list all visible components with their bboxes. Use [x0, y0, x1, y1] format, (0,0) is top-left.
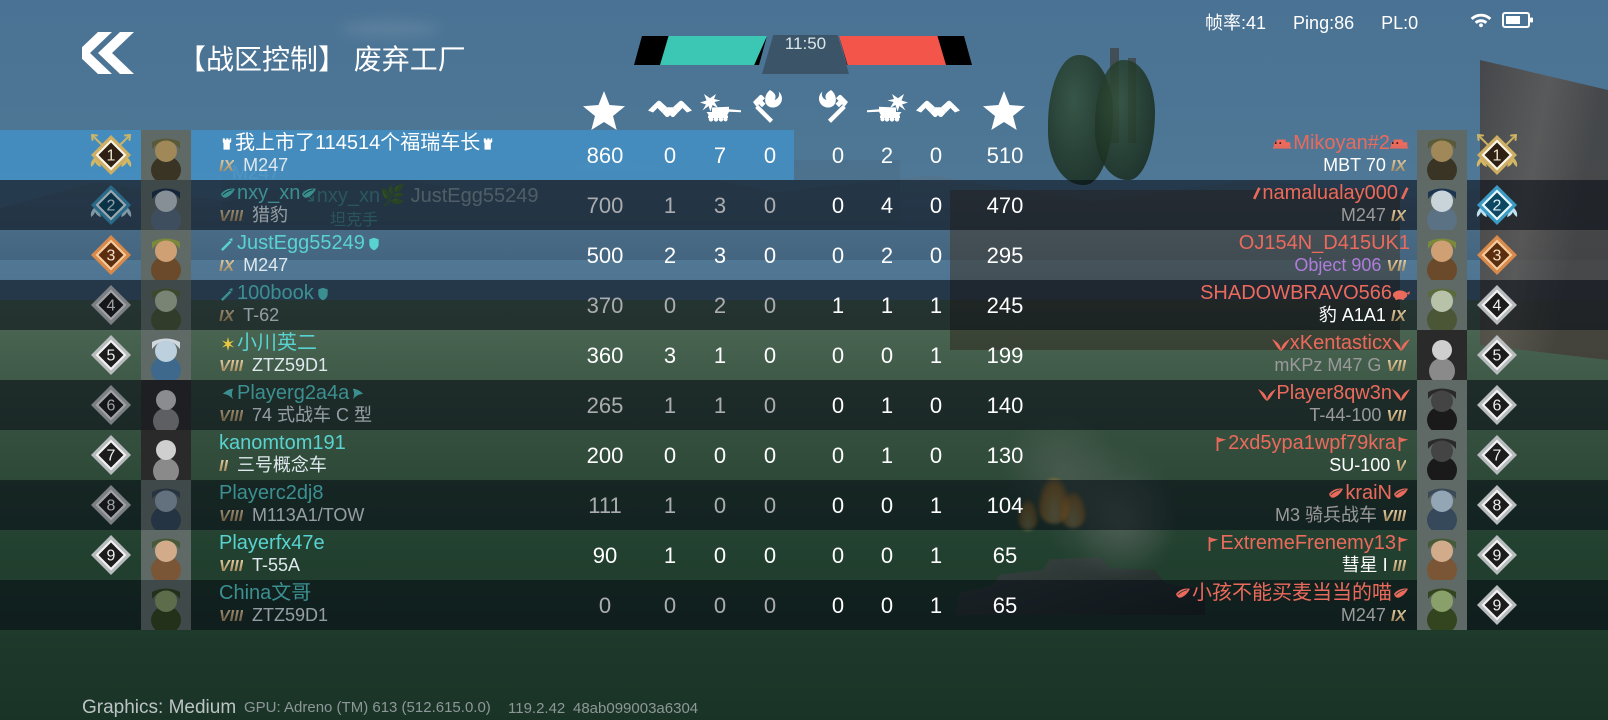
svg-text:9: 9	[1493, 598, 1502, 615]
svg-text:4: 4	[1493, 298, 1502, 315]
svg-text:5: 5	[1493, 348, 1502, 365]
svg-text:2: 2	[1493, 198, 1502, 215]
svg-text:9: 9	[1493, 548, 1502, 565]
svg-text:1: 1	[1493, 148, 1502, 165]
svg-text:7: 7	[1493, 448, 1502, 465]
svg-text:3: 3	[1493, 248, 1502, 265]
svg-text:6: 6	[1493, 398, 1502, 415]
svg-text:8: 8	[1493, 498, 1502, 515]
